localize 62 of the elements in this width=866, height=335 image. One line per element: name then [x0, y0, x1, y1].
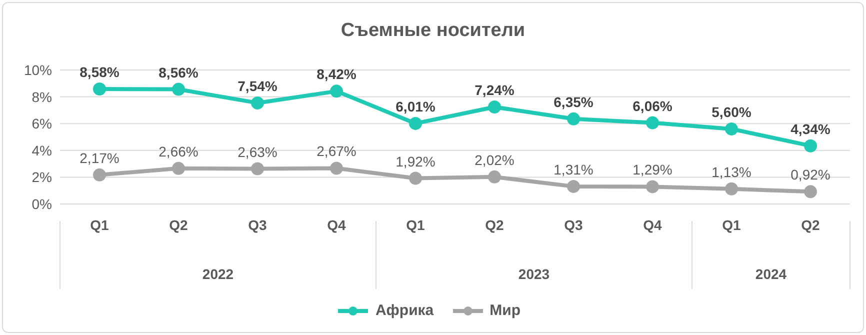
text: 2023 — [518, 266, 550, 282]
legend-label: Мир — [488, 302, 521, 319]
x-tick-label: Q1 — [90, 216, 110, 233]
point — [646, 180, 659, 194]
x-tick-label: Q2 — [801, 216, 820, 233]
data-label: 7,54% — [238, 78, 278, 94]
data-label: 4,34% — [790, 120, 831, 137]
point — [488, 100, 501, 114]
data-label: 7,24% — [474, 82, 515, 98]
data-label: 8,56% — [158, 64, 199, 80]
text: 2022 — [202, 266, 234, 282]
point — [330, 84, 343, 98]
point — [488, 170, 501, 184]
x-tick-label: Q2 — [169, 216, 188, 233]
point — [330, 162, 343, 175]
data-label: 2,17% — [80, 150, 120, 166]
point — [725, 182, 738, 196]
x-tick-label: Q2 — [485, 216, 504, 233]
data-label: 8,58% — [80, 64, 120, 80]
data-label: 0,92% — [790, 166, 830, 183]
data-label: 5,60% — [712, 104, 752, 120]
data-label: 1,29% — [632, 162, 672, 178]
data-label: 6,01% — [396, 98, 436, 114]
x-tick-label: Q4 — [327, 216, 346, 233]
x-tick-label: Q4 — [643, 216, 662, 233]
data-label: 2,66% — [158, 143, 198, 160]
point — [172, 162, 185, 175]
point — [804, 139, 817, 152]
point — [646, 116, 659, 130]
point — [567, 112, 580, 126]
x-tick-label: Q1 — [722, 216, 742, 233]
y-tick-label: 0% — [32, 196, 52, 212]
data-label: 2,67% — [316, 143, 356, 160]
point — [804, 185, 817, 198]
data-label: 1,31% — [554, 161, 594, 178]
y-tick-label: 2% — [32, 169, 52, 186]
point — [251, 96, 264, 110]
point — [725, 122, 738, 136]
point — [251, 162, 264, 176]
x-tick-label: Q3 — [564, 216, 584, 233]
point — [409, 116, 422, 130]
x-tick-label: Q1 — [406, 216, 426, 233]
x-tick-label: Q3 — [248, 216, 268, 233]
data-label: 1,92% — [396, 153, 436, 170]
y-tick-label: 4% — [32, 142, 52, 158]
point — [93, 168, 106, 182]
data-label: 8,42% — [316, 66, 357, 82]
data-label: 6,35% — [554, 94, 594, 110]
point — [93, 82, 106, 96]
point — [172, 82, 185, 96]
text: 2024 — [755, 266, 787, 282]
data-label: 2,02% — [474, 152, 514, 168]
y-tick-label: 10% — [24, 62, 52, 78]
point — [567, 180, 580, 193]
data-label: 2,63% — [238, 144, 278, 160]
data-label: 1,13% — [712, 164, 752, 180]
legend-label: Африка — [374, 302, 434, 319]
point — [409, 172, 422, 185]
data-label: 6,06% — [632, 98, 673, 114]
y-tick-label: 6% — [32, 116, 52, 132]
chart-title: Съемные носители — [340, 20, 526, 42]
y-tick-label: 8% — [32, 88, 52, 105]
